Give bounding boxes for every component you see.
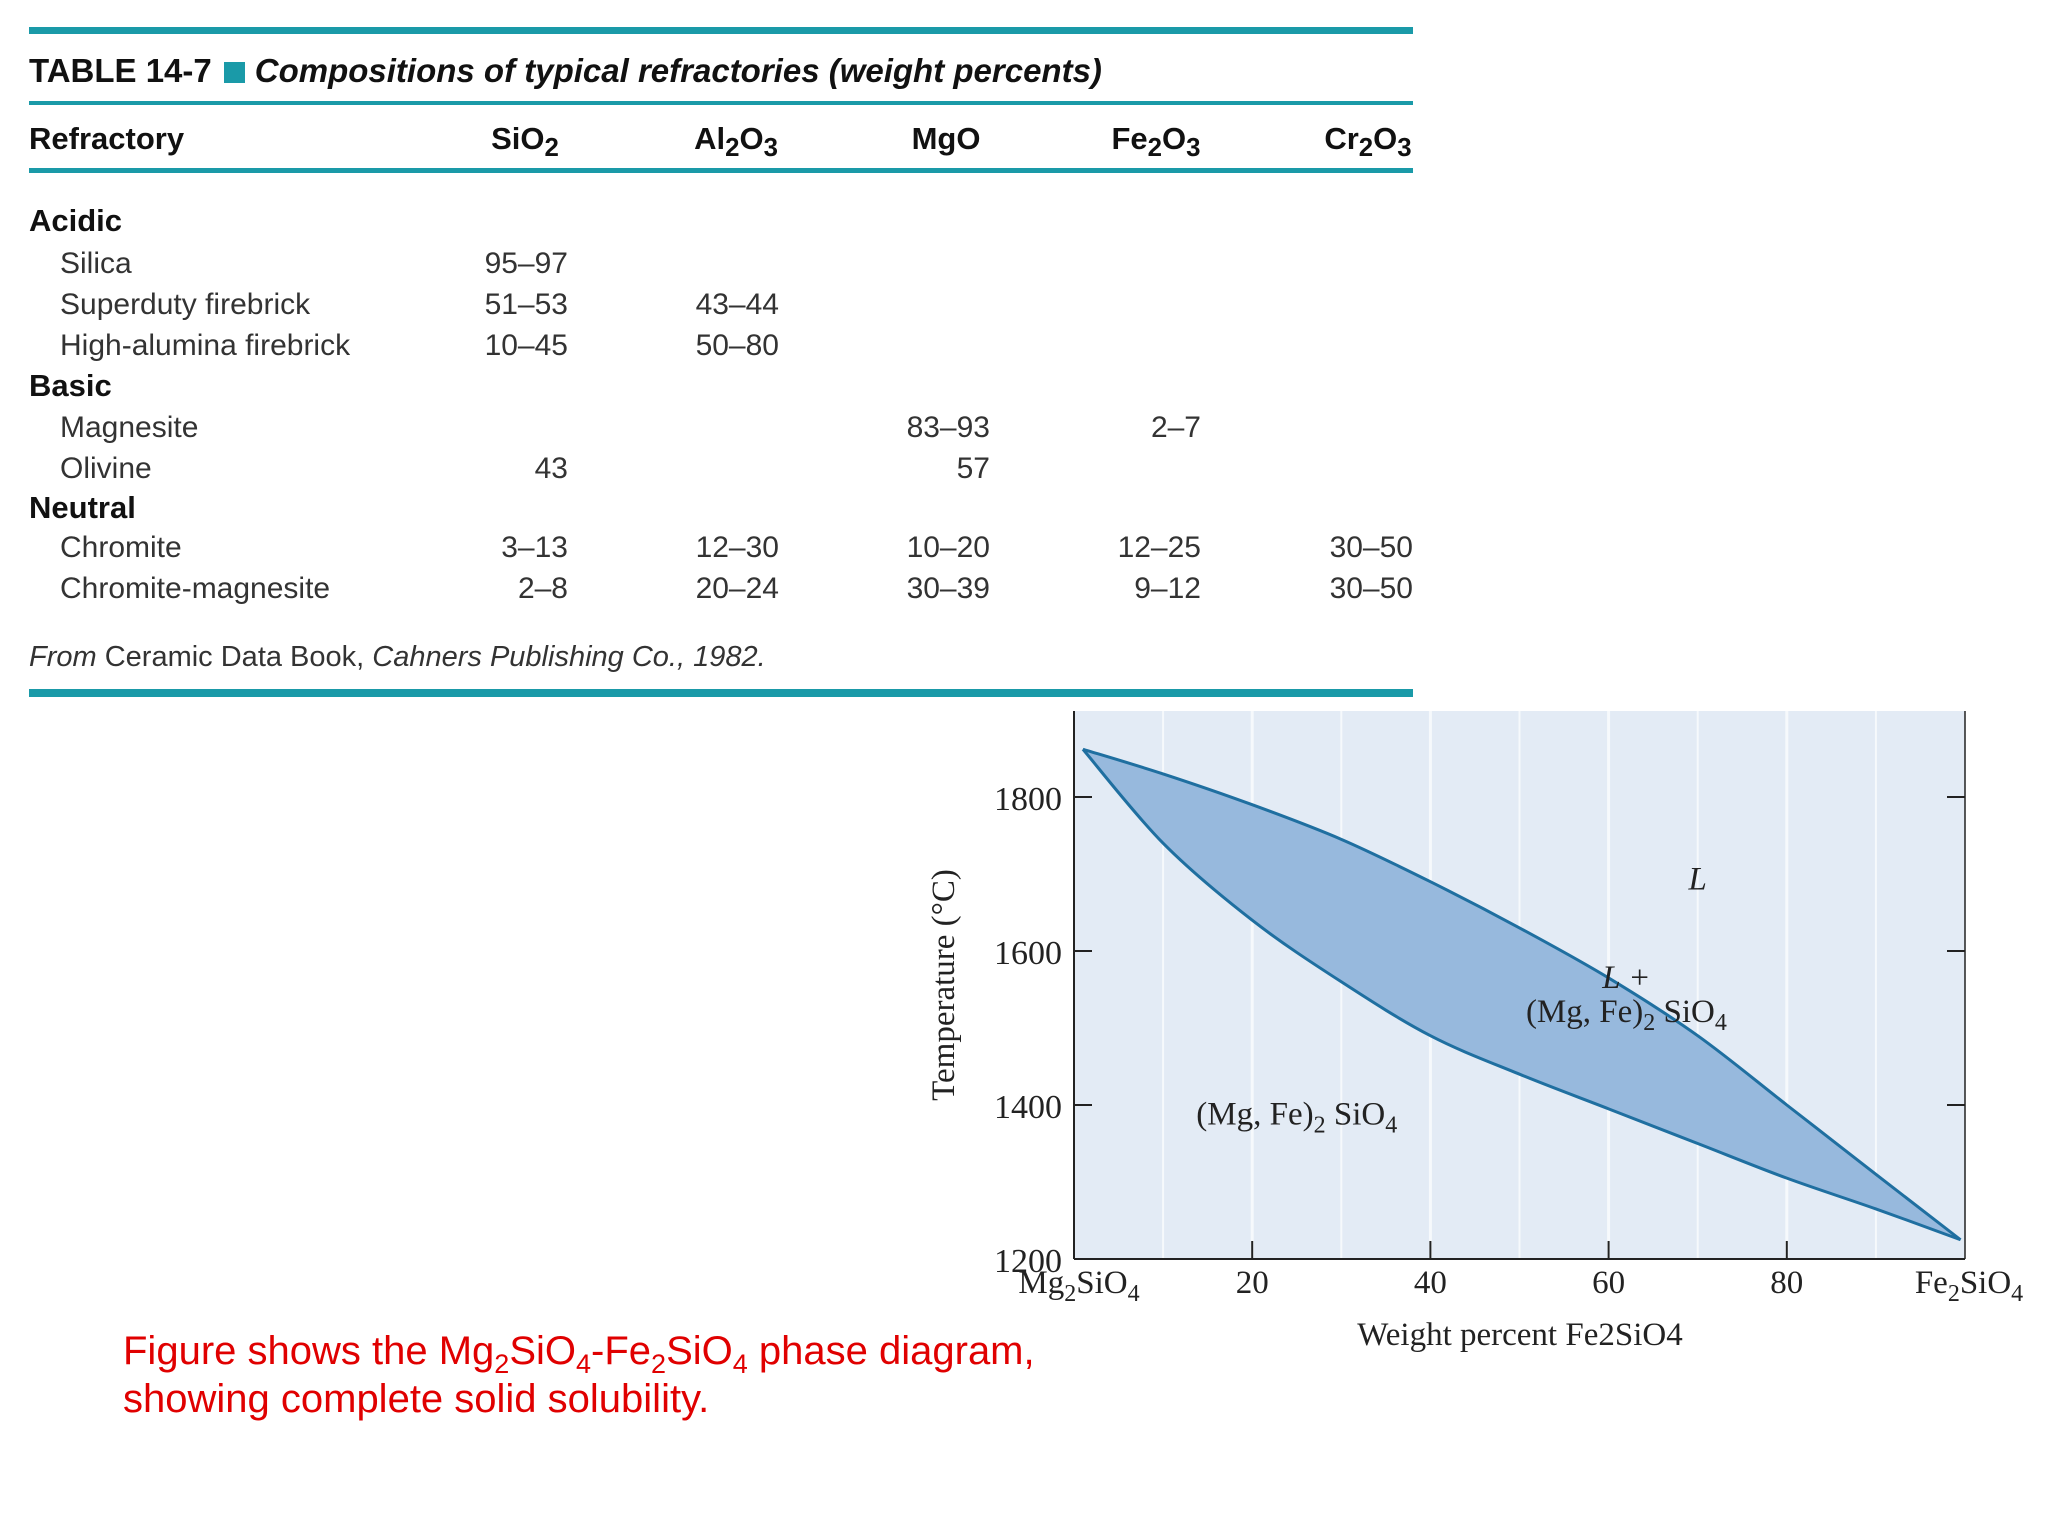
- header-refractory: Refractory: [29, 121, 185, 156]
- cell-al2o3: 20–24: [695, 572, 779, 605]
- row-name: High-alumina firebrick: [60, 329, 351, 362]
- cell-fe2o3: 12–25: [1117, 531, 1201, 564]
- table-header-rule-bottom: [29, 168, 1413, 173]
- row-name: Chromite: [60, 531, 182, 564]
- x-tick-label: 80: [1770, 1265, 1803, 1301]
- source-publisher: Cahners Publishing Co., 1982.: [372, 641, 766, 673]
- x-tick-label: 60: [1592, 1265, 1625, 1301]
- table-title: TABLE 14-7 Compositions of typical refrac…: [29, 52, 1102, 90]
- x-tick-label: Mg2SiO4: [1018, 1265, 1139, 1307]
- cell-mgo: 10–20: [906, 531, 990, 564]
- header-fe2o3: Fe2O3: [1111, 121, 1201, 163]
- header-sio2: SiO2: [491, 121, 559, 163]
- cell-cr2o3: 30–50: [1329, 531, 1413, 564]
- table-number: TABLE 14-7: [29, 52, 212, 89]
- y-tick-label: 1600: [994, 935, 1062, 972]
- table-bottom-rule: [29, 689, 1413, 697]
- x-tick-label: 20: [1236, 1265, 1269, 1301]
- x-tick-label: 40: [1414, 1265, 1447, 1301]
- source-prefix: From: [29, 641, 97, 673]
- header-al2o3: Al2O3: [694, 121, 778, 163]
- x-tick-label: Fe2SiO4: [1915, 1265, 2023, 1307]
- cell-al2o3: 43–44: [695, 288, 779, 321]
- table-caption: Compositions of typical refractories (we…: [254, 52, 1102, 89]
- square-icon: [223, 62, 245, 83]
- cell-sio2: 3–13: [501, 531, 568, 564]
- header-mgo: MgO: [911, 121, 981, 156]
- cell-al2o3: 12–30: [695, 531, 779, 564]
- y-tick-label: 1800: [994, 781, 1062, 818]
- row-name: Chromite-magnesite: [60, 572, 331, 605]
- cell-mgo: 57: [956, 452, 990, 485]
- y-axis-title: Temperature (°C): [926, 869, 962, 1101]
- source-book: Ceramic Data Book,: [96, 641, 373, 673]
- row-name: Olivine: [60, 452, 152, 485]
- category-neutral: Neutral: [29, 490, 136, 525]
- table-source-note: From Ceramic Data Book, Cahners Publishi…: [29, 641, 766, 674]
- cell-sio2: 43: [534, 452, 568, 485]
- cell-fe2o3: 2–7: [1150, 411, 1201, 444]
- cell-mgo: 30–39: [906, 572, 990, 605]
- row-name: Silica: [60, 247, 132, 280]
- cell-sio2: 95–97: [484, 247, 568, 280]
- y-tick-label: 1400: [994, 1089, 1062, 1126]
- cell-mgo: 83–93: [906, 411, 990, 444]
- cell-sio2: 51–53: [484, 288, 568, 321]
- row-name: Superduty firebrick: [60, 288, 311, 321]
- phase-label: L +: [1601, 960, 1650, 996]
- phase-label: (Mg, Fe)2 SiO4: [1196, 1096, 1397, 1138]
- table-top-rule: [29, 27, 1413, 34]
- y-tick-label: 1200: [994, 1243, 1062, 1280]
- x-axis-title: Weight percent Fe2SiO4: [1357, 1317, 1682, 1353]
- row-name: Magnesite: [60, 411, 199, 444]
- figure-caption: Figure shows the Mg2SiO4-Fe2SiO4 phase d…: [123, 1329, 1035, 1421]
- cell-fe2o3: 9–12: [1134, 572, 1201, 605]
- cell-al2o3: 50–80: [695, 329, 779, 362]
- two-phase-region: [1082, 749, 1961, 1240]
- phase-label: (Mg, Fe)2 SiO4: [1526, 994, 1727, 1036]
- phase-label: L: [1688, 861, 1707, 897]
- cell-sio2: 2–8: [517, 572, 568, 605]
- category-basic: Basic: [29, 368, 112, 403]
- cell-sio2: 10–45: [484, 329, 568, 362]
- cell-cr2o3: 30–50: [1329, 572, 1413, 605]
- category-acidic: Acidic: [29, 203, 123, 238]
- header-cr2o3: Cr2O3: [1324, 121, 1412, 163]
- liquidus-curve: [1082, 747, 1962, 1241]
- solidus-curve: [1081, 748, 1962, 1242]
- table-header-rule-top: [29, 101, 1413, 105]
